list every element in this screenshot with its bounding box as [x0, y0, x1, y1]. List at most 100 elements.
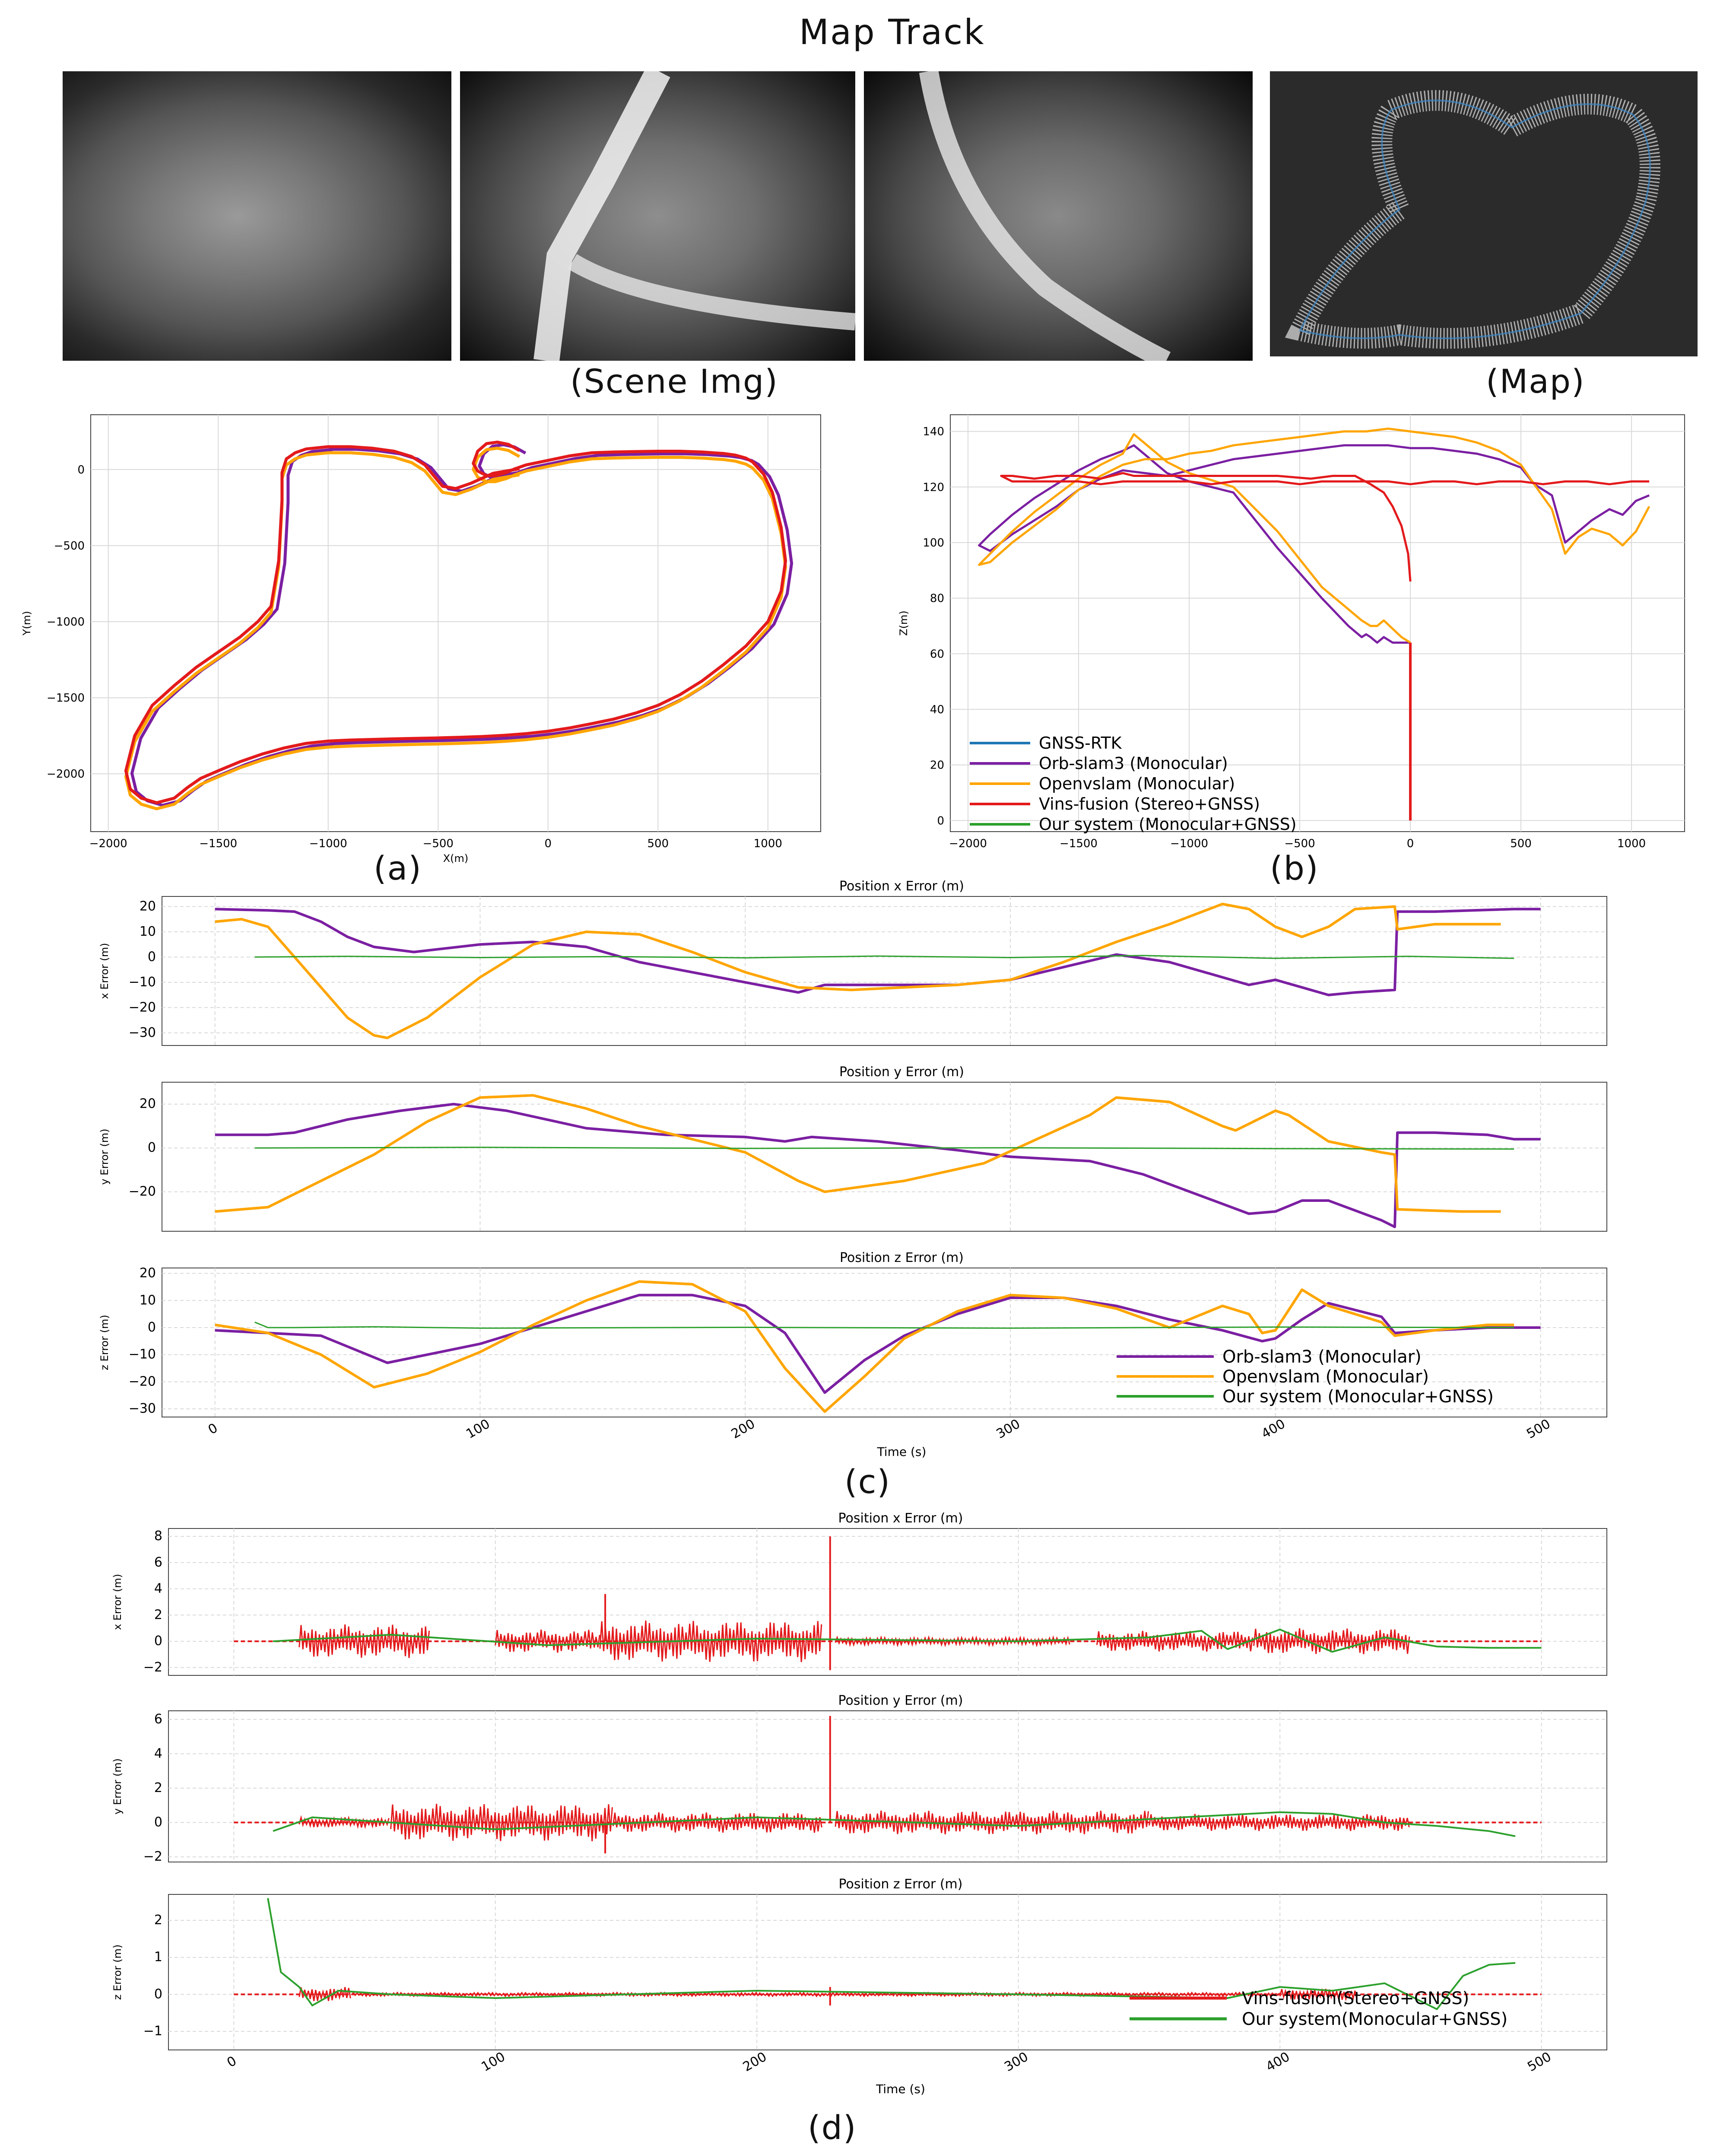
vins-noise-band: [298, 1815, 390, 1829]
x-tick-label: 1000: [754, 837, 782, 850]
y-axis-label: Z(m): [898, 610, 910, 636]
error-line-our-system-monocular-gnss: [254, 955, 1514, 959]
y-tick-label: −10: [129, 975, 156, 990]
y-tick-label: 4: [154, 1746, 162, 1761]
vins-noise-band: [1279, 1988, 1358, 2002]
label-d: (d): [808, 2108, 857, 2147]
legend-label: Openvslam (Monocular): [1222, 1367, 1429, 1387]
x-tick-label: 1000: [1617, 837, 1646, 850]
road-overlay-3: [919, 71, 1171, 361]
y-tick-label: 2: [154, 1607, 162, 1622]
y-tick-label: 20: [140, 1096, 156, 1112]
y-tick-label: 4: [154, 1581, 162, 1596]
map-caption: (Map): [1486, 362, 1585, 400]
x-tick-label: 500: [1525, 2049, 1554, 2075]
y-tick-label: −10: [129, 1347, 156, 1362]
y-tick-label: 20: [930, 759, 944, 772]
altitude-orb-slam3-monocular: [978, 444, 1650, 644]
x-tick-label: −1500: [199, 837, 237, 850]
scene-caption: (Scene Img): [570, 362, 778, 400]
error-line-orb-slam3-monocular: [215, 1293, 1541, 1394]
y-tick-label: −2: [143, 1849, 162, 1864]
x-tick-label: −1000: [1170, 837, 1208, 850]
legend-label: Openvslam (Monocular): [1039, 774, 1235, 793]
x-tick-label: 500: [1524, 1416, 1553, 1442]
x-tick-label: 400: [1259, 1416, 1288, 1442]
y-tick-label: 0: [148, 1140, 156, 1155]
y-tick-label: 0: [148, 949, 156, 964]
panel-title: Position z Error (m): [839, 1877, 963, 1892]
y-tick-label: 8: [154, 1528, 162, 1544]
error-line-our-system-monocular-gnss: [254, 1322, 1514, 1329]
vins-noise-band: [835, 1810, 1149, 1835]
y-tick-label: 60: [930, 648, 944, 661]
y-tick-label: −500: [54, 540, 85, 553]
x-tick-label: 0: [206, 1420, 220, 1438]
x-tick-label: −1500: [1060, 837, 1098, 850]
trajectory-vins-fusion-stereo-gnss: [124, 440, 787, 804]
y-tick-label: −30: [129, 1025, 156, 1040]
vins-noise-band: [1149, 1814, 1410, 1831]
x-tick-label: 0: [545, 837, 552, 850]
legend-label: Our system(Monocular+GNSS): [1242, 2009, 1507, 2029]
scene-image-2: [460, 71, 855, 361]
y-axis-label: x Error (m): [98, 943, 111, 999]
panel-title: Position x Error (m): [838, 1511, 963, 1526]
legend-label: Our system (Monocular+GNSS): [1222, 1387, 1494, 1407]
plot-frame: [162, 1082, 1607, 1232]
y-tick-label: −1: [143, 2024, 162, 2039]
trajectory-openvslam-monocular: [124, 446, 787, 810]
figure-title: Map Track: [799, 12, 985, 52]
ours-error-line: [273, 1628, 1542, 1653]
y-tick-label: −2000: [47, 768, 85, 781]
y-tick-label: −20: [129, 1374, 156, 1389]
y-tick-label: −1000: [47, 616, 85, 629]
error-line-openvslam-monocular: [215, 1094, 1501, 1213]
error-line-orb-slam3-monocular: [215, 908, 1541, 997]
error-line-our-system-monocular-gnss: [254, 1147, 1514, 1150]
vins-noise-band: [1096, 1630, 1254, 1652]
plot-frame: [162, 1268, 1607, 1417]
road-overlay-2: [533, 71, 855, 361]
y-tick-label: 140: [923, 426, 944, 438]
y-tick-label: 0: [154, 1633, 162, 1649]
altitude-vins-fusion-stereo-gnss: [1000, 472, 1650, 582]
x-tick-label: −1000: [309, 837, 347, 850]
error-line-openvslam-monocular: [215, 902, 1501, 1039]
plot-frame: [168, 1710, 1607, 1862]
label-a: (a): [374, 849, 422, 887]
x-tick-label: 400: [1263, 2049, 1292, 2075]
y-tick-label: 120: [923, 481, 944, 494]
x-tick-label: −500: [423, 837, 454, 850]
map-image: [1270, 71, 1698, 356]
vins-noise-band: [599, 1621, 822, 1662]
x-tick-label: 100: [463, 1416, 492, 1442]
y-tick-label: −20: [129, 1184, 156, 1199]
x-axis-label: Time (s): [877, 1445, 927, 1459]
x-tick-label: 100: [479, 2049, 508, 2075]
legend-label: Vins-fusion (Stereo+GNSS): [1039, 794, 1260, 813]
x-tick-label: 500: [647, 837, 669, 850]
scene-image-1: [63, 71, 451, 361]
plot-frame: [90, 414, 821, 832]
y-tick-label: 6: [154, 1555, 162, 1570]
trajectory-orb-slam3-monocular: [130, 443, 793, 807]
x-tick-label: 0: [225, 2053, 239, 2071]
y-tick-label: 20: [140, 1266, 156, 1281]
chart-a-trajectory-xy: −2000 −1500 −1000 −500 0 500 1000 0 −500 −1000 −15…: [21, 414, 821, 864]
y-tick-label: 40: [930, 703, 944, 716]
legend-label: Orb-slam3 (Monocular): [1222, 1347, 1422, 1367]
label-b: (b): [1270, 849, 1319, 887]
x-axis-label: Time (s): [876, 2082, 925, 2096]
y-axis-label: y Error (m): [98, 1128, 111, 1185]
y-tick-label: −2: [143, 1660, 162, 1675]
panel-title: Position x Error (m): [839, 879, 964, 894]
y-tick-label: 80: [930, 592, 944, 605]
y-tick-label: −30: [129, 1401, 156, 1416]
y-tick-label: 0: [148, 1320, 156, 1335]
y-tick-label: 2: [154, 1913, 162, 1928]
scene-image-3: [864, 71, 1253, 361]
label-c: (c): [844, 1462, 891, 1501]
vins-noise-band: [612, 1812, 822, 1833]
y-axis-label: Y(m): [21, 611, 33, 636]
